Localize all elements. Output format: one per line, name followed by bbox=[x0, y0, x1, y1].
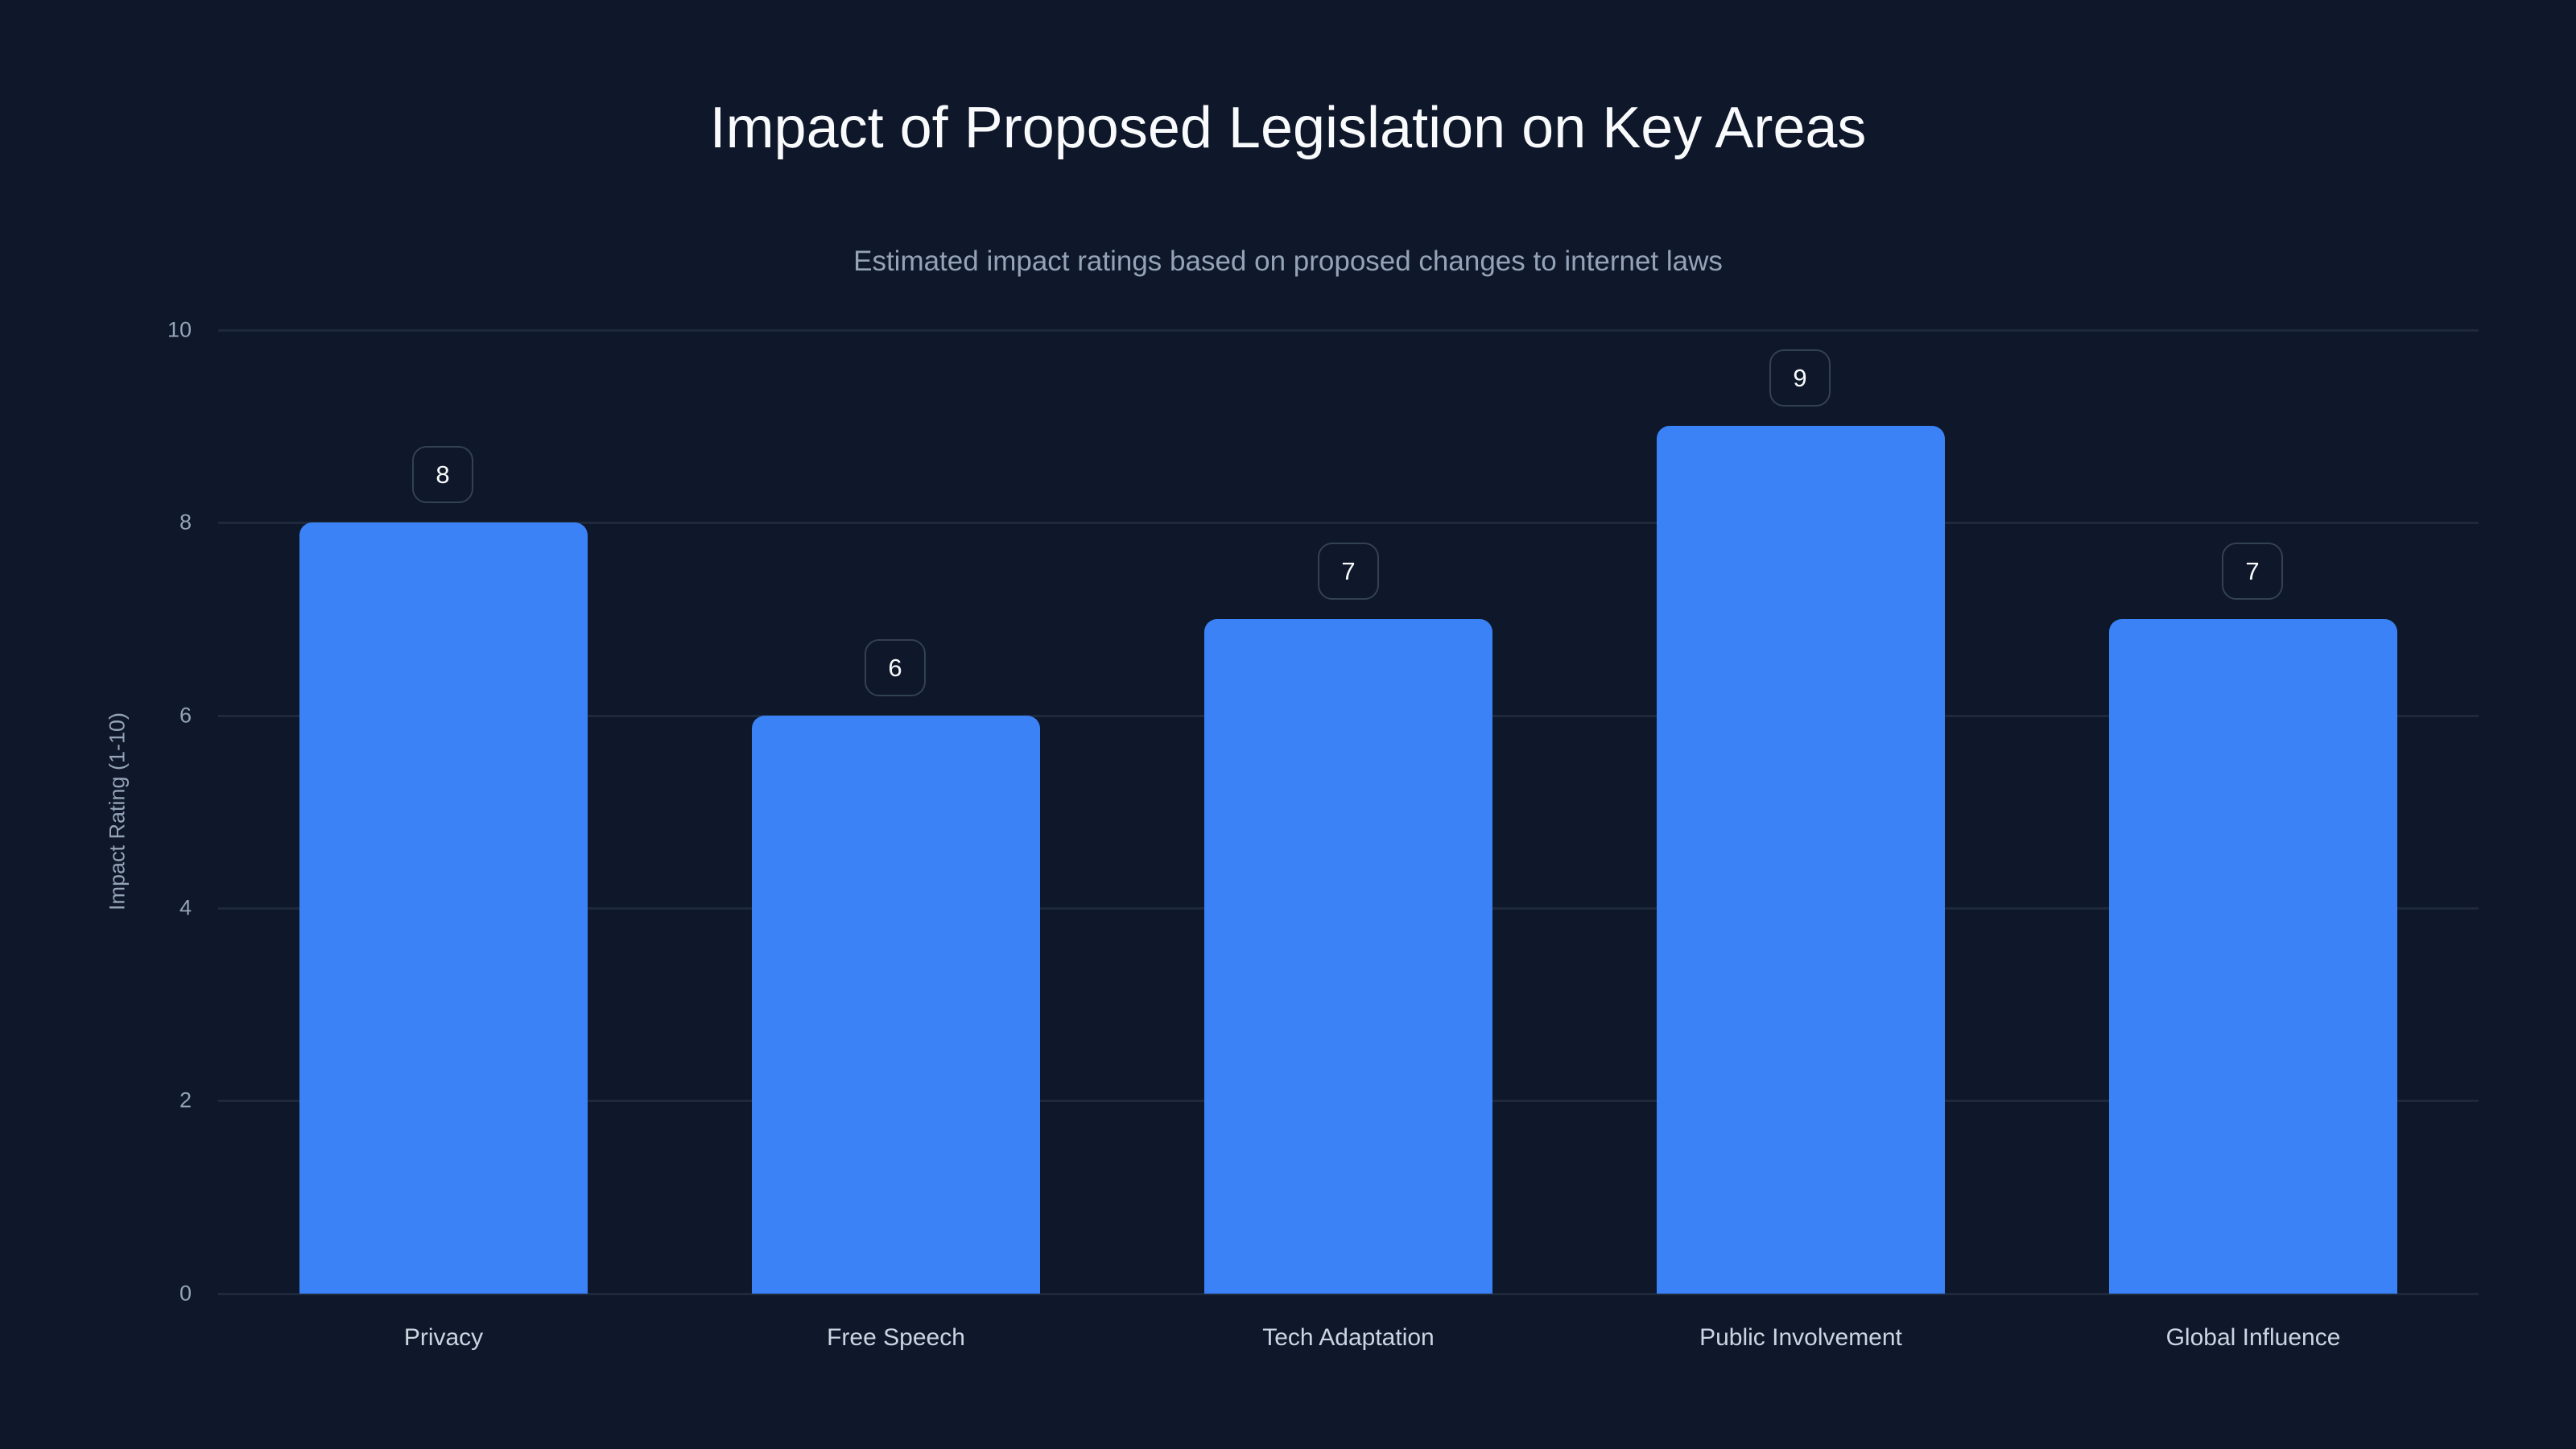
bar-public-involvement[interactable] bbox=[1657, 426, 1945, 1294]
y-tick: 6 bbox=[179, 703, 192, 728]
x-tick-label: Public Involvement bbox=[1699, 1324, 1902, 1351]
value-label: 7 bbox=[2222, 543, 2283, 600]
value-label: 6 bbox=[865, 639, 926, 696]
x-tick-label: Free Speech bbox=[827, 1324, 965, 1351]
value-label: 9 bbox=[1769, 349, 1831, 407]
gridline-8 bbox=[218, 522, 2479, 524]
x-tick-label: Privacy bbox=[403, 1324, 484, 1351]
y-tick: 8 bbox=[179, 510, 192, 535]
bar-tech-adaptation[interactable] bbox=[1204, 619, 1492, 1294]
chart-subtitle: Estimated impact ratings based on propos… bbox=[853, 246, 1723, 277]
chart-title: Impact of Proposed Legislation on Key Ar… bbox=[709, 96, 1867, 160]
bar-free-speech[interactable] bbox=[752, 716, 1040, 1294]
x-tick-label: Tech Adaptation bbox=[1262, 1324, 1435, 1351]
value-label: 8 bbox=[412, 446, 473, 503]
gridline-0 bbox=[218, 1293, 2479, 1295]
gridline-10 bbox=[218, 329, 2479, 332]
y-tick: 10 bbox=[167, 317, 192, 342]
x-tick-label: Global Influence bbox=[2165, 1324, 2341, 1351]
value-label: 7 bbox=[1318, 543, 1379, 600]
y-tick: 4 bbox=[179, 895, 192, 920]
bar-privacy[interactable] bbox=[299, 522, 588, 1294]
y-axis-label: Impact Rating (1-10) bbox=[105, 712, 130, 911]
y-tick: 2 bbox=[179, 1088, 192, 1113]
bar-global-influence[interactable] bbox=[2109, 619, 2397, 1294]
y-tick: 0 bbox=[179, 1281, 192, 1306]
